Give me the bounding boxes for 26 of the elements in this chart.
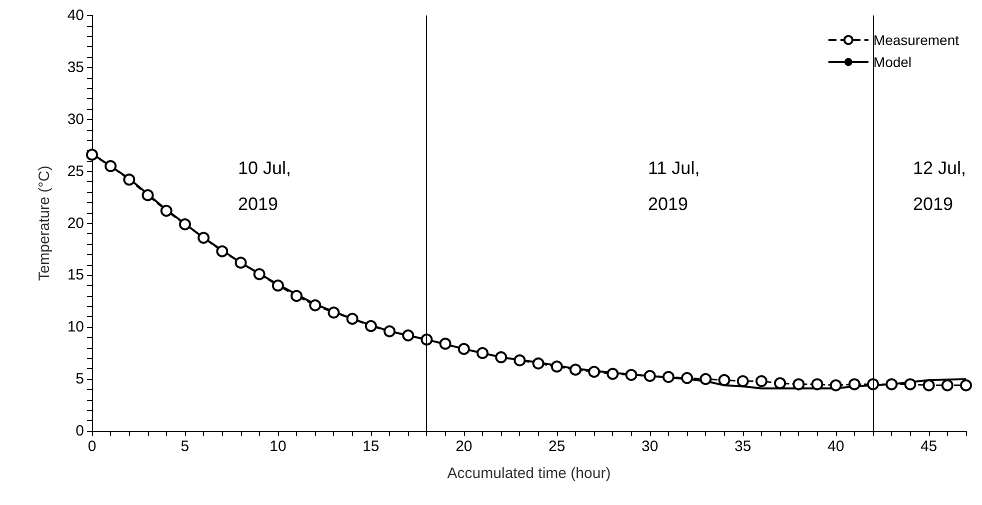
y-tick-label: 5 bbox=[76, 370, 84, 388]
y-tick-label: 20 bbox=[67, 214, 84, 232]
x-tick-label: 25 bbox=[548, 438, 566, 455]
annotation: 12 Jul, 2019 bbox=[913, 158, 966, 214]
y-tick-label: 30 bbox=[67, 110, 84, 128]
x-tick-label: 0 bbox=[88, 438, 96, 455]
x-tick-label: 5 bbox=[180, 438, 190, 455]
y-tick-label: 25 bbox=[67, 162, 84, 180]
x-tick-label: 20 bbox=[456, 438, 472, 455]
y-axis-title: Temperature (°C) bbox=[36, 166, 53, 281]
x-tick-label: 40 bbox=[827, 438, 844, 455]
y-tick-label: 15 bbox=[67, 266, 84, 284]
y-tick-label: 35 bbox=[67, 58, 84, 76]
legend-label: Model bbox=[873, 54, 912, 70]
annotation: 11 Jul, 2019 bbox=[648, 158, 700, 214]
y-tick-label: 0 bbox=[76, 422, 84, 440]
x-tick-label: 45 bbox=[920, 438, 938, 455]
legend-label: Measurement bbox=[873, 32, 960, 48]
x-tick-label: 35 bbox=[734, 438, 752, 455]
x-tick-label: 15 bbox=[362, 438, 380, 455]
y-tick-label: 10 bbox=[67, 318, 84, 336]
annotation: 10 Jul, 2019 bbox=[238, 158, 292, 214]
x-tick-label: 10 bbox=[270, 438, 286, 455]
x-axis-title: Accumulated time (hour) bbox=[447, 465, 611, 482]
x-tick-label: 30 bbox=[642, 438, 658, 455]
y-tick-label: 40 bbox=[67, 7, 84, 24]
